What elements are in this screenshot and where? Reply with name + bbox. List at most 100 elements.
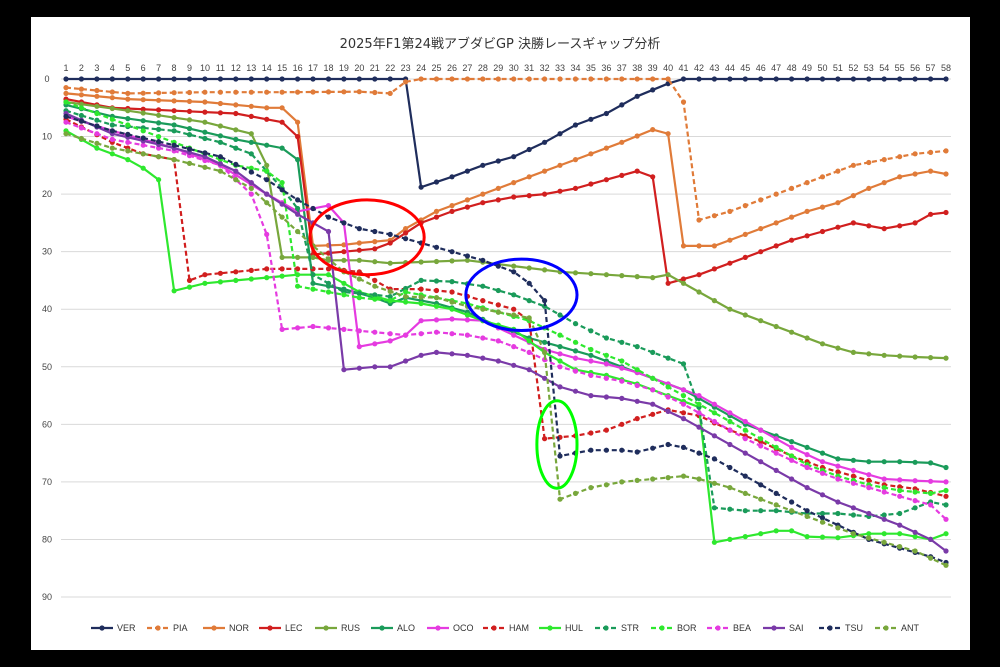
x-tick-label: 36 [601, 63, 611, 73]
data-point [295, 157, 301, 163]
legend-swatch-marker [771, 625, 777, 631]
data-point [727, 441, 733, 448]
series-line-tsu [65, 115, 947, 564]
data-point [804, 452, 810, 458]
data-point [233, 145, 239, 151]
data-point [881, 516, 887, 522]
data-point [387, 240, 393, 246]
data-point [140, 76, 146, 82]
legend-label: PIA [173, 623, 188, 633]
data-point [295, 254, 301, 260]
data-point [372, 228, 378, 235]
data-point [341, 242, 347, 248]
data-point [233, 269, 239, 275]
data-point [495, 338, 501, 344]
data-point [109, 116, 115, 122]
x-tick-label: 20 [354, 63, 364, 73]
data-point [819, 341, 826, 347]
data-point [711, 456, 718, 462]
data-point [696, 289, 702, 295]
data-point [881, 476, 887, 482]
data-point [943, 464, 949, 471]
data-point [186, 277, 193, 283]
data-point [727, 536, 733, 543]
data-point [619, 395, 625, 401]
data-point [835, 535, 841, 541]
y-tick-label: 30 [42, 247, 52, 257]
data-point [387, 298, 393, 304]
annotation-ellipse-red [308, 198, 426, 277]
data-point [650, 401, 656, 407]
legend-label: RUS [341, 623, 360, 633]
data-point [928, 76, 934, 82]
data-point [480, 298, 486, 304]
data-point [433, 244, 440, 250]
data-point [727, 464, 733, 471]
data-point [881, 512, 887, 518]
data-point [403, 332, 409, 338]
grid [61, 78, 951, 598]
data-point [202, 119, 208, 125]
data-point [603, 177, 610, 183]
x-tick-label: 39 [648, 63, 658, 73]
x-tick-label: 40 [663, 63, 673, 73]
data-point [433, 258, 440, 265]
data-point [773, 220, 779, 226]
data-point [403, 294, 409, 300]
data-point [171, 76, 177, 82]
data-point [804, 464, 810, 471]
x-tick-label: 9 [187, 63, 192, 73]
data-point [356, 240, 362, 246]
data-point [248, 103, 254, 109]
data-point [202, 109, 208, 115]
legend-label: BEA [733, 623, 751, 633]
data-point [325, 266, 332, 272]
data-point [727, 485, 733, 491]
data-point [403, 358, 409, 364]
data-point [897, 544, 903, 550]
data-point [310, 254, 316, 260]
data-point [125, 148, 131, 154]
data-point [943, 479, 949, 485]
data-point [773, 508, 779, 514]
data-point [619, 102, 625, 108]
data-point [572, 270, 579, 276]
data-point [696, 272, 702, 278]
data-point [78, 101, 84, 107]
data-point [542, 168, 548, 174]
data-point [94, 117, 100, 123]
data-point [650, 476, 656, 482]
data-point [511, 292, 517, 298]
data-point [217, 168, 223, 174]
legend-swatch-marker [155, 625, 161, 631]
data-point [572, 355, 579, 361]
data-point [63, 113, 69, 119]
y-tick-label: 50 [42, 362, 52, 372]
data-point [819, 515, 826, 521]
data-point [94, 103, 100, 109]
series-line-lec [65, 98, 947, 285]
data-point [202, 99, 208, 105]
x-tick-label: 32 [540, 63, 550, 73]
data-point [511, 154, 517, 160]
data-point [619, 365, 625, 371]
data-point [248, 165, 254, 171]
data-point [264, 142, 270, 148]
data-point [310, 89, 316, 95]
data-point [866, 459, 872, 465]
x-tick-labels: 1 2 3 4 5 6 7 8 9 10 11 12 13 14 15 16 17 18 19 20 21 22 23 24 2… [63, 63, 951, 73]
data-point [804, 444, 810, 450]
data-point [665, 131, 671, 137]
y-tick-label: 20 [42, 189, 52, 199]
data-point [109, 151, 115, 157]
annotation-ellipse-lime [535, 399, 579, 490]
data-point [696, 393, 702, 399]
data-point [912, 489, 918, 495]
data-point [217, 89, 223, 95]
data-point [711, 243, 718, 249]
data-point [773, 502, 779, 508]
data-point [341, 326, 347, 332]
x-tick-label: 53 [864, 63, 874, 73]
data-point [634, 344, 640, 350]
